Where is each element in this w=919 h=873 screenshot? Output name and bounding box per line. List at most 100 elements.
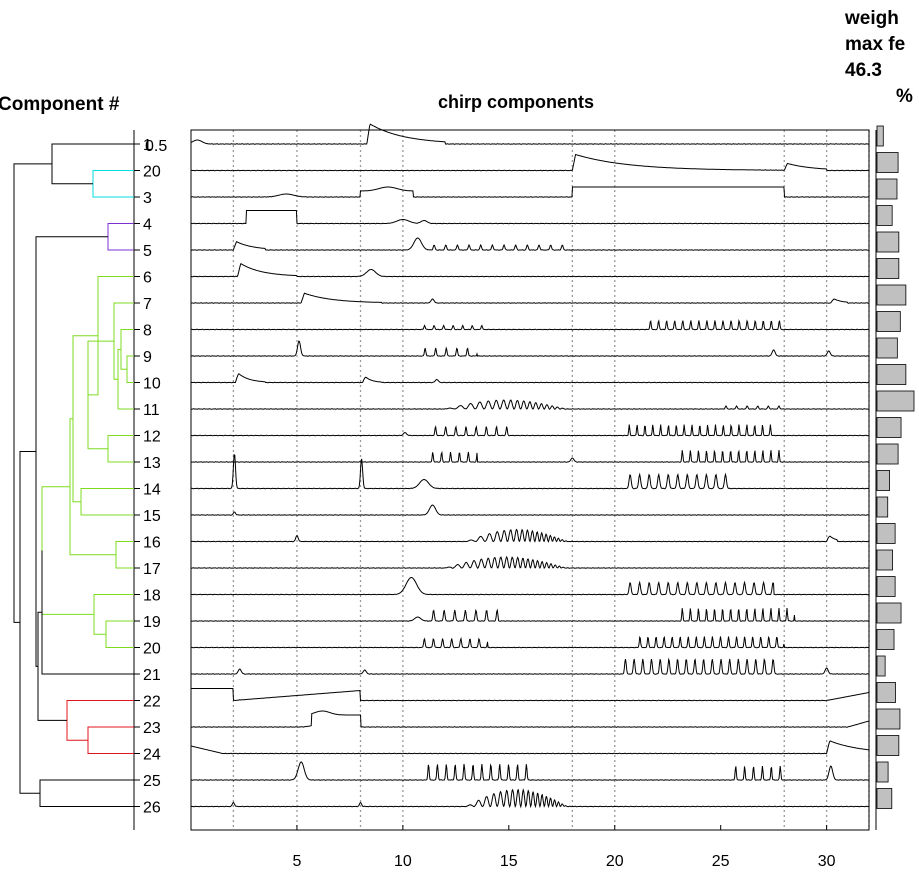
leaf-label: 25: [143, 773, 161, 790]
leaf-label: 19: [143, 614, 161, 631]
x-tick-label: 15: [500, 853, 518, 870]
signal-trace: [190, 123, 869, 145]
weight-bar: [876, 443, 899, 465]
dendrogram-link: [113, 302, 134, 380]
weight-panel: weigh max fe 46.3%: [844, 8, 915, 830]
weight-panel-title: weigh max fe 46.3%: [844, 8, 913, 107]
weight-bar: [876, 417, 902, 438]
signal-trace: [190, 399, 870, 410]
signal-panel: chirp components 5 10 15 20 25 30: [190, 92, 870, 870]
dendrogram-link: [66, 700, 134, 741]
dendrogram-links: [13, 143, 134, 807]
weight-bar: [876, 364, 907, 385]
weight-bar: [876, 629, 895, 650]
leaf-label: 12: [143, 429, 161, 446]
dendrogram-leaf-labels: 1 20 3 4 5 6 7 8 9 10 11 12 13 14 15 16 17 18 19 20 21 22 23 24…: [134, 137, 161, 817]
leaf-label: 8: [143, 323, 152, 340]
dendrogram-link: [93, 594, 134, 635]
weight-bar: [876, 682, 896, 703]
leaf-label: 18: [143, 588, 161, 605]
weight-bar: [876, 576, 896, 597]
dendrogram-link: [39, 779, 134, 807]
leaf-label: 5: [143, 243, 152, 260]
leaf-label: 15: [143, 508, 161, 525]
signal-panel-frame: [190, 129, 870, 831]
dendrogram-link: [87, 726, 134, 754]
signal-trace: [190, 340, 870, 357]
dendrogram-link: [35, 236, 108, 667]
dendrogram-link: [105, 620, 134, 648]
signal-trace: [190, 504, 869, 516]
weight-bar: [876, 523, 896, 544]
signal-trace: [191, 210, 870, 225]
leaf-label: 22: [143, 694, 161, 711]
x-tick-label: 5: [292, 853, 301, 870]
weight-bar: [876, 761, 889, 783]
signal-trace: [190, 186, 870, 198]
signal-trace: [190, 577, 870, 596]
leaf-label: 21: [143, 667, 161, 684]
vertical-reference-lines: [232, 130, 870, 830]
signal-trace: [190, 740, 870, 755]
x-tick-label: 10: [394, 853, 412, 870]
weight-bar: [876, 337, 898, 359]
weight-bar: [876, 655, 886, 677]
leaf-label: 10: [143, 376, 161, 393]
x-tick-label: 25: [712, 853, 730, 870]
weight-bar: [876, 788, 893, 809]
signal-trace: [190, 555, 870, 570]
x-tick-label: 30: [818, 853, 836, 870]
dendrogram-overlay-label: 0.5: [145, 138, 167, 155]
dendrogram-link: [41, 486, 94, 615]
leaf-label: 7: [143, 296, 152, 313]
dendrogram-link: [126, 355, 134, 383]
dendrogram-link: [41, 550, 134, 675]
weight-bar: [876, 390, 915, 412]
signal-trace: [190, 528, 869, 543]
dendrogram-link: [72, 335, 98, 503]
dendrogram-link: [19, 451, 40, 794]
x-axis-ticks: 5 10 15 20 25 30: [292, 825, 836, 870]
signal-trace: [191, 688, 870, 702]
signal-trace: [190, 761, 870, 781]
signal-panel-title: chirp components: [438, 92, 594, 112]
weight-title-line: max fe: [845, 34, 905, 55]
leaf-label: 20: [143, 164, 161, 181]
weight-bar: [876, 602, 902, 624]
dendrogram-title: Component #: [0, 94, 120, 115]
weight-bar: [876, 549, 893, 571]
leaf-label: 3: [143, 190, 152, 207]
leaf-label: 23: [143, 720, 161, 737]
leaf-label: 14: [143, 482, 161, 499]
signal-trace: [191, 423, 869, 437]
signal-trace: [191, 237, 870, 251]
weight-bar: [876, 178, 898, 200]
signal-trace: [191, 153, 870, 172]
dendrogram-link: [107, 435, 134, 463]
leaf-label: 9: [143, 349, 152, 366]
signal-trace: [190, 657, 870, 675]
leaf-label: 13: [143, 455, 161, 472]
dendrogram-link: [69, 418, 116, 556]
dendrogram-link: [107, 223, 134, 251]
signal-trace: [191, 788, 870, 809]
signal-trace: [190, 710, 870, 728]
leaf-label: 26: [143, 800, 161, 817]
leaf-label: 4: [143, 217, 152, 234]
weight-bar: [876, 735, 900, 756]
leaf-label: 6: [143, 270, 152, 287]
dendrogram-link: [115, 541, 134, 569]
weight-bar: [876, 470, 890, 491]
weight-bar: [876, 152, 899, 173]
weight-bar: [876, 231, 900, 253]
signal-trace: [190, 635, 869, 649]
signal-traces: [190, 123, 870, 809]
dendrogram: Component # 1 20 3 4 5 6 7 8 9 10 11 12 13 14 15 16 17 18…: [0, 94, 167, 830]
signal-trace: [190, 607, 869, 622]
dendrogram-link: [92, 170, 134, 198]
weight-bar: [876, 205, 893, 226]
weight-title-line: 46.3: [845, 60, 882, 81]
signal-trace: [190, 449, 869, 463]
leaf-label: 11: [143, 402, 160, 419]
